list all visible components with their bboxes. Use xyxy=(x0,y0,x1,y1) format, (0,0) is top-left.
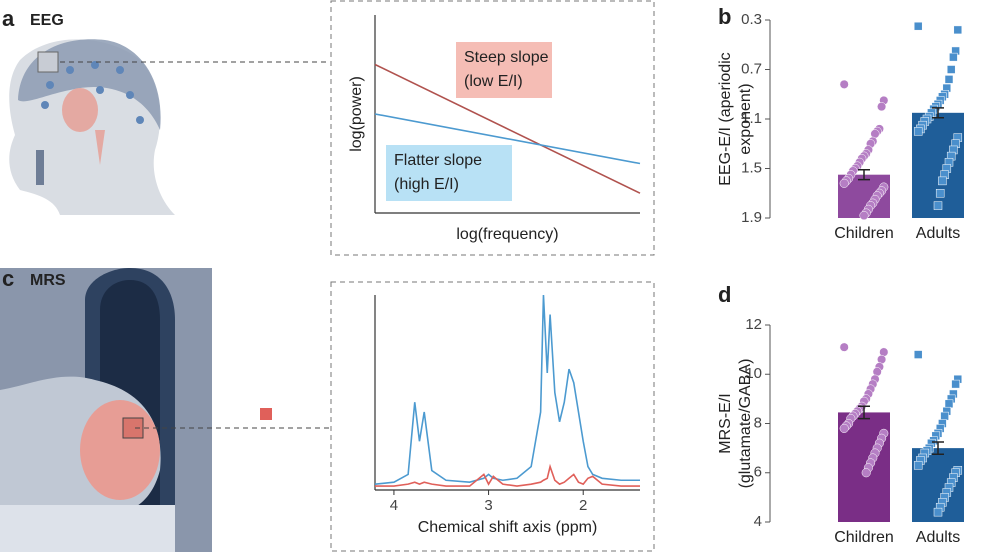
data-point xyxy=(935,189,945,198)
y-axis-label: EEG-E/I (aperiodic xyxy=(717,52,734,185)
data-point xyxy=(944,399,954,409)
panel-letter: c xyxy=(2,266,14,291)
data-point xyxy=(933,201,943,210)
data-point xyxy=(913,127,923,136)
x-tick-label: Adults xyxy=(916,225,960,242)
data-point xyxy=(946,65,956,74)
annotation-box xyxy=(456,42,552,98)
panel-title: MRS xyxy=(30,272,66,289)
data-point xyxy=(859,210,869,221)
y-tick-label: 0.7 xyxy=(741,60,762,77)
series-line xyxy=(374,63,641,194)
data-point xyxy=(933,507,943,517)
y-tick-label: 4 xyxy=(754,513,762,530)
data-point xyxy=(839,342,849,352)
data-point xyxy=(949,52,958,62)
y-tick-label: 1.5 xyxy=(741,159,762,176)
annotation-text: (low E/I) xyxy=(464,73,523,90)
x-axis-label: Chemical shift axis (ppm) xyxy=(418,519,598,536)
data-point xyxy=(877,102,887,112)
y-axis-label: (glutamate/GABA) xyxy=(737,359,754,489)
error-bar xyxy=(932,107,944,119)
x-tick-label: Adults xyxy=(916,529,960,546)
annotation-box xyxy=(386,145,512,201)
y-tick-label: 6 xyxy=(754,464,762,481)
x-tick-label: 4 xyxy=(390,497,398,514)
x-tick-label: 3 xyxy=(484,497,492,514)
panel-letter: a xyxy=(2,6,15,31)
y-axis-label: exponent) xyxy=(737,83,754,154)
mrs-illustration xyxy=(0,268,272,552)
y-axis-label: log(power) xyxy=(348,76,365,152)
error-bar xyxy=(932,441,944,456)
panel-title: EEG xyxy=(30,12,64,29)
y-tick-label: 1.9 xyxy=(741,209,762,226)
data-point xyxy=(951,379,960,389)
panel-letter: b xyxy=(718,4,731,29)
panel-letter: d xyxy=(718,282,731,307)
annotation-text: Steep slope xyxy=(464,49,549,66)
data-point xyxy=(913,21,923,31)
x-tick-label: Children xyxy=(834,529,894,546)
data-point xyxy=(861,468,871,478)
data-point xyxy=(913,461,923,470)
data-point xyxy=(944,75,954,84)
y-tick-label: 8 xyxy=(754,414,762,431)
eeg-illustration xyxy=(9,39,175,216)
annotation-text: (high E/I) xyxy=(394,176,459,193)
x-tick-label: 2 xyxy=(579,497,587,514)
series-line xyxy=(374,294,640,485)
data-point xyxy=(839,423,849,433)
data-point xyxy=(839,178,849,188)
data-point xyxy=(953,25,963,35)
y-axis-label: MRS-E/I xyxy=(717,393,734,453)
y-tick-label: 12 xyxy=(745,316,762,333)
data-point xyxy=(913,350,923,359)
y-tick-label: 10 xyxy=(745,365,762,382)
series-line xyxy=(374,113,641,165)
y-tick-label: 1.1 xyxy=(741,110,762,127)
series-line xyxy=(375,463,640,487)
data-point xyxy=(940,411,949,421)
y-tick-label: 0.3 xyxy=(741,11,762,28)
x-tick-label: Children xyxy=(834,225,894,242)
data-point xyxy=(938,176,947,186)
annotation-text: Flatter slope xyxy=(394,152,482,169)
data-point xyxy=(839,79,849,89)
error-bar xyxy=(858,405,870,420)
error-bar xyxy=(858,168,870,181)
x-axis-label: log(frequency) xyxy=(456,226,558,243)
panel-frame xyxy=(330,0,655,256)
